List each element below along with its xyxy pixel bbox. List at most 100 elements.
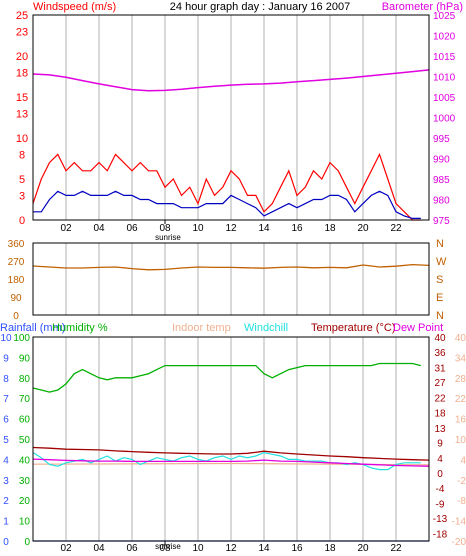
indoor-temp-tick-label: -8 — [457, 496, 466, 507]
x-tick-label: 20 — [357, 223, 369, 234]
temperature-tick-label: -13 — [433, 514, 448, 525]
legend-entry: Rainfall (mm) — [0, 322, 65, 334]
barometer-tick-label: 1020 — [433, 32, 456, 43]
panel3-grid — [65, 337, 397, 541]
barometer-tick-label: 975 — [433, 216, 450, 227]
direction-tick-label: 90 — [10, 293, 22, 304]
rainfall-tick-label: 2 — [3, 496, 9, 507]
rainfall-tick-label: 4 — [3, 455, 9, 466]
x-tick-label: 22 — [390, 543, 402, 554]
x-tick-label: 08 — [159, 543, 171, 554]
temperature-tick-label: 40 — [434, 333, 446, 344]
panel1-frame — [32, 14, 430, 221]
windspeed-tick-label: 25 — [16, 10, 28, 22]
compass-tick-label: N — [436, 310, 444, 322]
humidity-tick-label: 60 — [19, 415, 31, 426]
windspeed-tick-label: 15 — [16, 92, 28, 104]
x-tick-label: 04 — [93, 543, 105, 554]
x-tick-label: 14 — [258, 543, 270, 554]
panel1-right-ticks: 975 980 985 990 995 1000 1005 1010 1015 1020 1025 — [433, 11, 456, 227]
x-tick-label: 14 — [258, 223, 270, 234]
windspeed-tick-label: 20 — [16, 51, 28, 63]
indoor-temp-tick-label: 22 — [455, 394, 466, 405]
indoor-temp-tick-label: 34 — [455, 353, 466, 364]
temperature-line — [32, 446, 430, 461]
x-tick-label: 10 — [192, 223, 204, 234]
panel1-grid — [65, 15, 397, 220]
windspeed-tick-label: 3 — [19, 190, 25, 202]
panel3-frame — [32, 336, 430, 542]
direction-tick-label: 360 — [8, 239, 25, 250]
humidity-tick-label: 10 — [19, 517, 31, 528]
temperature-tick-label: 9 — [437, 439, 443, 450]
direction-tick-label: 0 — [13, 311, 19, 322]
windspeed-tick-label: 10 — [16, 133, 28, 145]
x-tick-label: 08 — [159, 223, 171, 234]
panel3-right-ticks: 40363127221813940-4-9-13-184034282216104… — [433, 333, 466, 548]
legend-entry: Temperature (°C) — [311, 322, 395, 334]
humidity-tick-label: 50 — [19, 435, 31, 446]
sunrise-label: sunrise — [155, 233, 181, 242]
humidity-tick-label: 0 — [24, 537, 30, 548]
humidity-tick-label: 40 — [19, 455, 31, 466]
windspeed-tick-label: 13 — [16, 108, 28, 120]
windspeed-tick-label: 0 — [19, 215, 25, 227]
temperature-tick-label: 36 — [434, 348, 446, 359]
compass-tick-label: S — [436, 274, 443, 286]
windspeed-line — [32, 152, 421, 221]
x-tick-label: 18 — [324, 223, 336, 234]
humidity-line — [32, 362, 421, 393]
panel2-left-ticks: 0 90 180 270 360 — [8, 239, 25, 322]
rainfall-tick-label: 7 — [3, 394, 9, 405]
barometer-tick-label: 980 — [433, 196, 450, 207]
x-tick-label: 16 — [291, 223, 303, 234]
rainfall-tick-label: 5 — [3, 435, 9, 446]
windchill-line — [32, 451, 421, 471]
wind-barometer-panel: Windspeed (m/s) 24 hour graph day : Janu… — [16, 1, 463, 242]
indoor-temp-tick-label: 28 — [455, 374, 466, 385]
windspeed-tick-label: 23 — [16, 26, 28, 38]
barometer-tick-label: 995 — [433, 134, 450, 145]
rainfall-tick-label: 0 — [3, 537, 9, 548]
direction-tick-label: 270 — [8, 257, 25, 268]
x-tick-label: 12 — [225, 543, 237, 554]
barometer-tick-label: 1025 — [433, 11, 456, 22]
x-tick-label: 22 — [390, 223, 402, 234]
humidity-tick-label: 30 — [19, 476, 31, 487]
chart-title: 24 hour graph day : January 16 2007 — [170, 1, 350, 13]
x-tick-label: 06 — [126, 223, 138, 234]
x-tick-label: 04 — [93, 223, 105, 234]
rainfall-tick-label: 8 — [3, 374, 9, 385]
x-tick-label: 06 — [126, 543, 138, 554]
indoor-temp-tick-label: -14 — [452, 517, 466, 528]
panel2-frame — [32, 242, 430, 316]
temperature-tick-label: 13 — [434, 424, 446, 435]
barometer-tick-label: 1010 — [433, 73, 456, 84]
temperature-tick-label: 18 — [434, 408, 446, 419]
temperature-tick-label: 4 — [437, 454, 443, 465]
rainfall-tick-label: 6 — [3, 415, 9, 426]
temperature-tick-label: 27 — [434, 378, 446, 389]
rainfall-tick-label: 1 — [3, 517, 9, 528]
dew-point-line — [32, 458, 430, 467]
x-tick-label: 02 — [60, 543, 72, 554]
compass-tick-label: N — [436, 238, 444, 250]
indoor-temp-tick-label: -2 — [457, 476, 466, 487]
temperature-tick-label: 31 — [434, 363, 446, 374]
temperature-tick-label: -18 — [433, 530, 448, 541]
x-tick-label: 18 — [324, 543, 336, 554]
humidity-tick-label: 80 — [19, 374, 31, 385]
barometer-tick-label: 985 — [433, 175, 450, 186]
humidity-tick-label: 20 — [19, 496, 31, 507]
panel1-series — [32, 69, 430, 221]
compass-tick-label: E — [436, 292, 443, 304]
panel2-series — [32, 263, 430, 271]
legend-entry: Dew Point — [393, 322, 443, 334]
windspeed-axis-label: Windspeed (m/s) — [33, 1, 116, 13]
panel1-left-ticks: 0 3 5 8 10 13 15 18 20 23 25 — [16, 10, 28, 227]
humidity-tick-label: 70 — [19, 394, 31, 405]
indoor-temp-tick-label: -20 — [452, 537, 466, 548]
